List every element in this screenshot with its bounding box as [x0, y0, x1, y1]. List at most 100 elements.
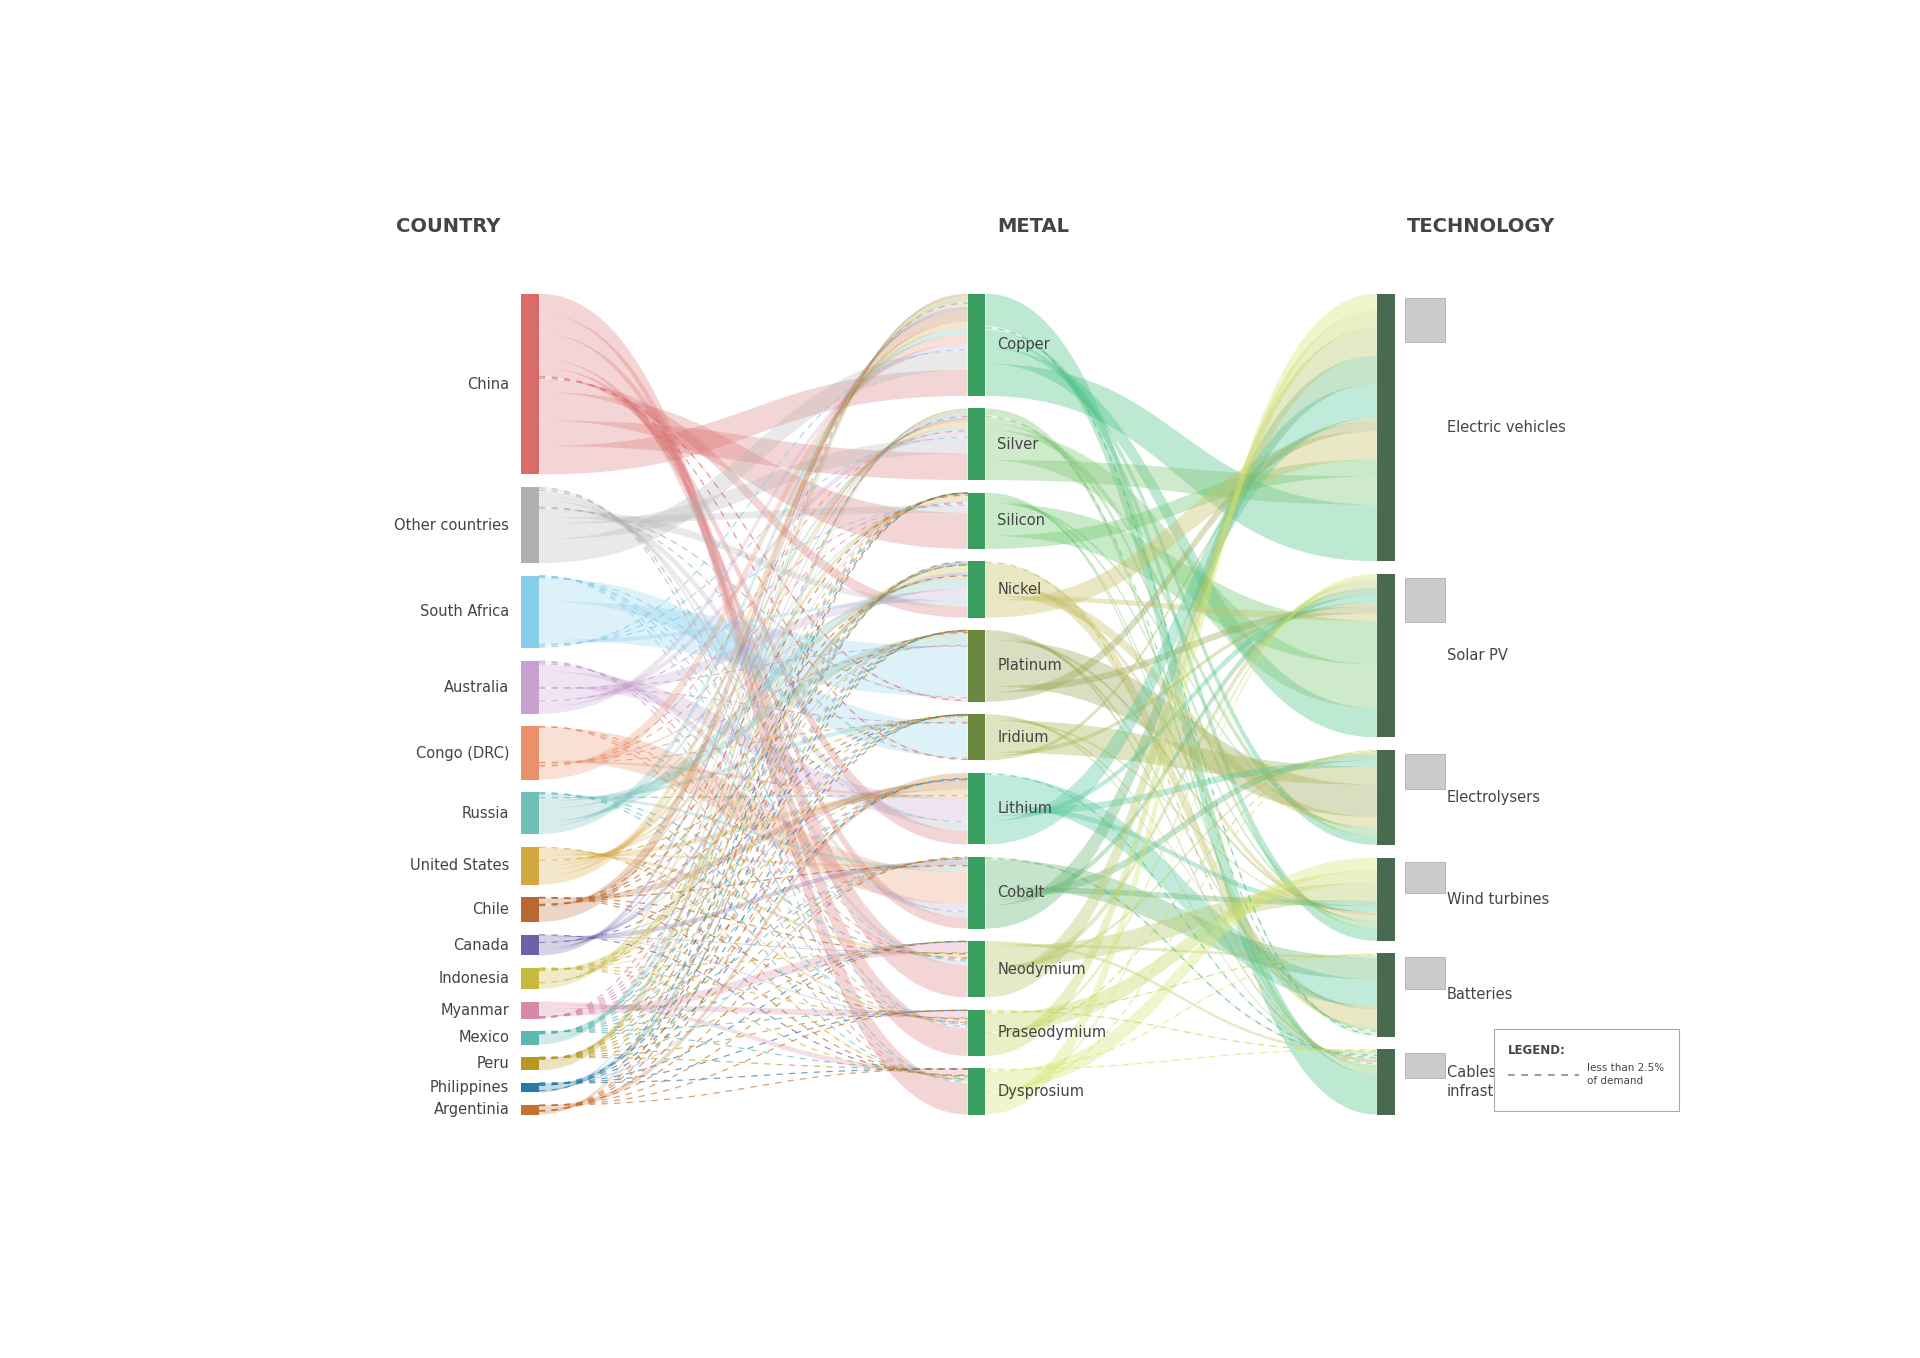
PathPatch shape	[540, 410, 968, 1063]
FancyBboxPatch shape	[520, 1057, 540, 1070]
PathPatch shape	[540, 349, 968, 648]
PathPatch shape	[540, 968, 968, 1018]
PathPatch shape	[540, 645, 968, 763]
FancyBboxPatch shape	[1377, 750, 1394, 845]
FancyBboxPatch shape	[968, 857, 985, 929]
FancyBboxPatch shape	[968, 409, 985, 481]
PathPatch shape	[985, 498, 1377, 923]
PathPatch shape	[985, 718, 1377, 913]
PathPatch shape	[985, 944, 1377, 957]
PathPatch shape	[540, 849, 968, 1021]
FancyBboxPatch shape	[520, 792, 540, 834]
PathPatch shape	[540, 1010, 968, 1032]
PathPatch shape	[540, 303, 968, 1018]
FancyBboxPatch shape	[1377, 1050, 1394, 1115]
Text: Canada: Canada	[453, 937, 509, 952]
PathPatch shape	[540, 779, 968, 970]
PathPatch shape	[540, 860, 968, 970]
PathPatch shape	[540, 633, 968, 904]
FancyBboxPatch shape	[1377, 857, 1394, 941]
Text: Australia: Australia	[444, 680, 509, 695]
PathPatch shape	[540, 661, 968, 1024]
PathPatch shape	[540, 602, 968, 697]
Text: Silicon: Silicon	[996, 513, 1044, 528]
PathPatch shape	[540, 1031, 968, 1069]
Text: Platinum: Platinum	[996, 659, 1062, 674]
Text: Mexico: Mexico	[459, 1031, 509, 1046]
PathPatch shape	[540, 727, 968, 1023]
FancyBboxPatch shape	[968, 293, 985, 397]
PathPatch shape	[540, 1005, 968, 1017]
PathPatch shape	[540, 853, 968, 868]
PathPatch shape	[985, 596, 1377, 621]
PathPatch shape	[540, 598, 968, 644]
PathPatch shape	[985, 409, 1377, 1074]
PathPatch shape	[540, 576, 968, 1025]
PathPatch shape	[540, 430, 968, 767]
FancyBboxPatch shape	[968, 773, 985, 845]
PathPatch shape	[540, 359, 968, 929]
PathPatch shape	[540, 344, 968, 714]
PathPatch shape	[540, 636, 968, 808]
PathPatch shape	[540, 857, 968, 1085]
PathPatch shape	[985, 751, 1377, 1033]
PathPatch shape	[540, 432, 968, 708]
PathPatch shape	[540, 631, 968, 944]
PathPatch shape	[540, 579, 968, 822]
PathPatch shape	[540, 494, 968, 983]
PathPatch shape	[540, 727, 968, 904]
PathPatch shape	[540, 379, 968, 618]
FancyBboxPatch shape	[1405, 1054, 1446, 1078]
PathPatch shape	[540, 794, 968, 799]
PathPatch shape	[540, 660, 968, 1081]
PathPatch shape	[540, 898, 968, 1018]
PathPatch shape	[985, 574, 1377, 1096]
PathPatch shape	[540, 1069, 968, 1084]
PathPatch shape	[540, 773, 968, 1111]
PathPatch shape	[540, 1010, 968, 1084]
PathPatch shape	[540, 671, 968, 822]
PathPatch shape	[540, 782, 968, 904]
PathPatch shape	[540, 314, 968, 1057]
PathPatch shape	[540, 378, 968, 702]
PathPatch shape	[540, 846, 968, 1078]
PathPatch shape	[540, 493, 968, 1111]
PathPatch shape	[540, 304, 968, 989]
PathPatch shape	[985, 326, 1377, 1036]
PathPatch shape	[985, 581, 1377, 921]
Text: METAL: METAL	[996, 217, 1069, 236]
PathPatch shape	[985, 860, 1377, 979]
PathPatch shape	[985, 577, 1377, 1038]
PathPatch shape	[985, 356, 1377, 929]
PathPatch shape	[540, 630, 968, 1111]
Text: Batteries: Batteries	[1448, 987, 1513, 1002]
Text: Chile: Chile	[472, 902, 509, 917]
PathPatch shape	[540, 426, 968, 827]
FancyBboxPatch shape	[520, 727, 540, 779]
PathPatch shape	[985, 750, 1377, 1092]
Text: Congo (DRC): Congo (DRC)	[417, 746, 509, 760]
Text: Iridium: Iridium	[996, 729, 1048, 744]
PathPatch shape	[540, 631, 968, 1017]
PathPatch shape	[540, 778, 968, 1058]
PathPatch shape	[540, 334, 968, 779]
PathPatch shape	[985, 327, 1377, 997]
PathPatch shape	[985, 432, 1377, 618]
PathPatch shape	[540, 716, 968, 861]
PathPatch shape	[540, 492, 968, 966]
PathPatch shape	[540, 779, 968, 1033]
PathPatch shape	[540, 420, 968, 907]
PathPatch shape	[985, 585, 1377, 827]
FancyBboxPatch shape	[520, 968, 540, 989]
PathPatch shape	[985, 752, 1377, 968]
PathPatch shape	[985, 493, 1377, 1067]
PathPatch shape	[985, 1010, 1377, 1051]
Text: LEGEND:: LEGEND:	[1507, 1044, 1565, 1058]
PathPatch shape	[540, 500, 968, 823]
FancyBboxPatch shape	[520, 1031, 540, 1044]
PathPatch shape	[540, 687, 968, 724]
FancyBboxPatch shape	[968, 941, 985, 997]
PathPatch shape	[985, 421, 1377, 702]
PathPatch shape	[540, 576, 968, 1081]
PathPatch shape	[540, 665, 968, 911]
